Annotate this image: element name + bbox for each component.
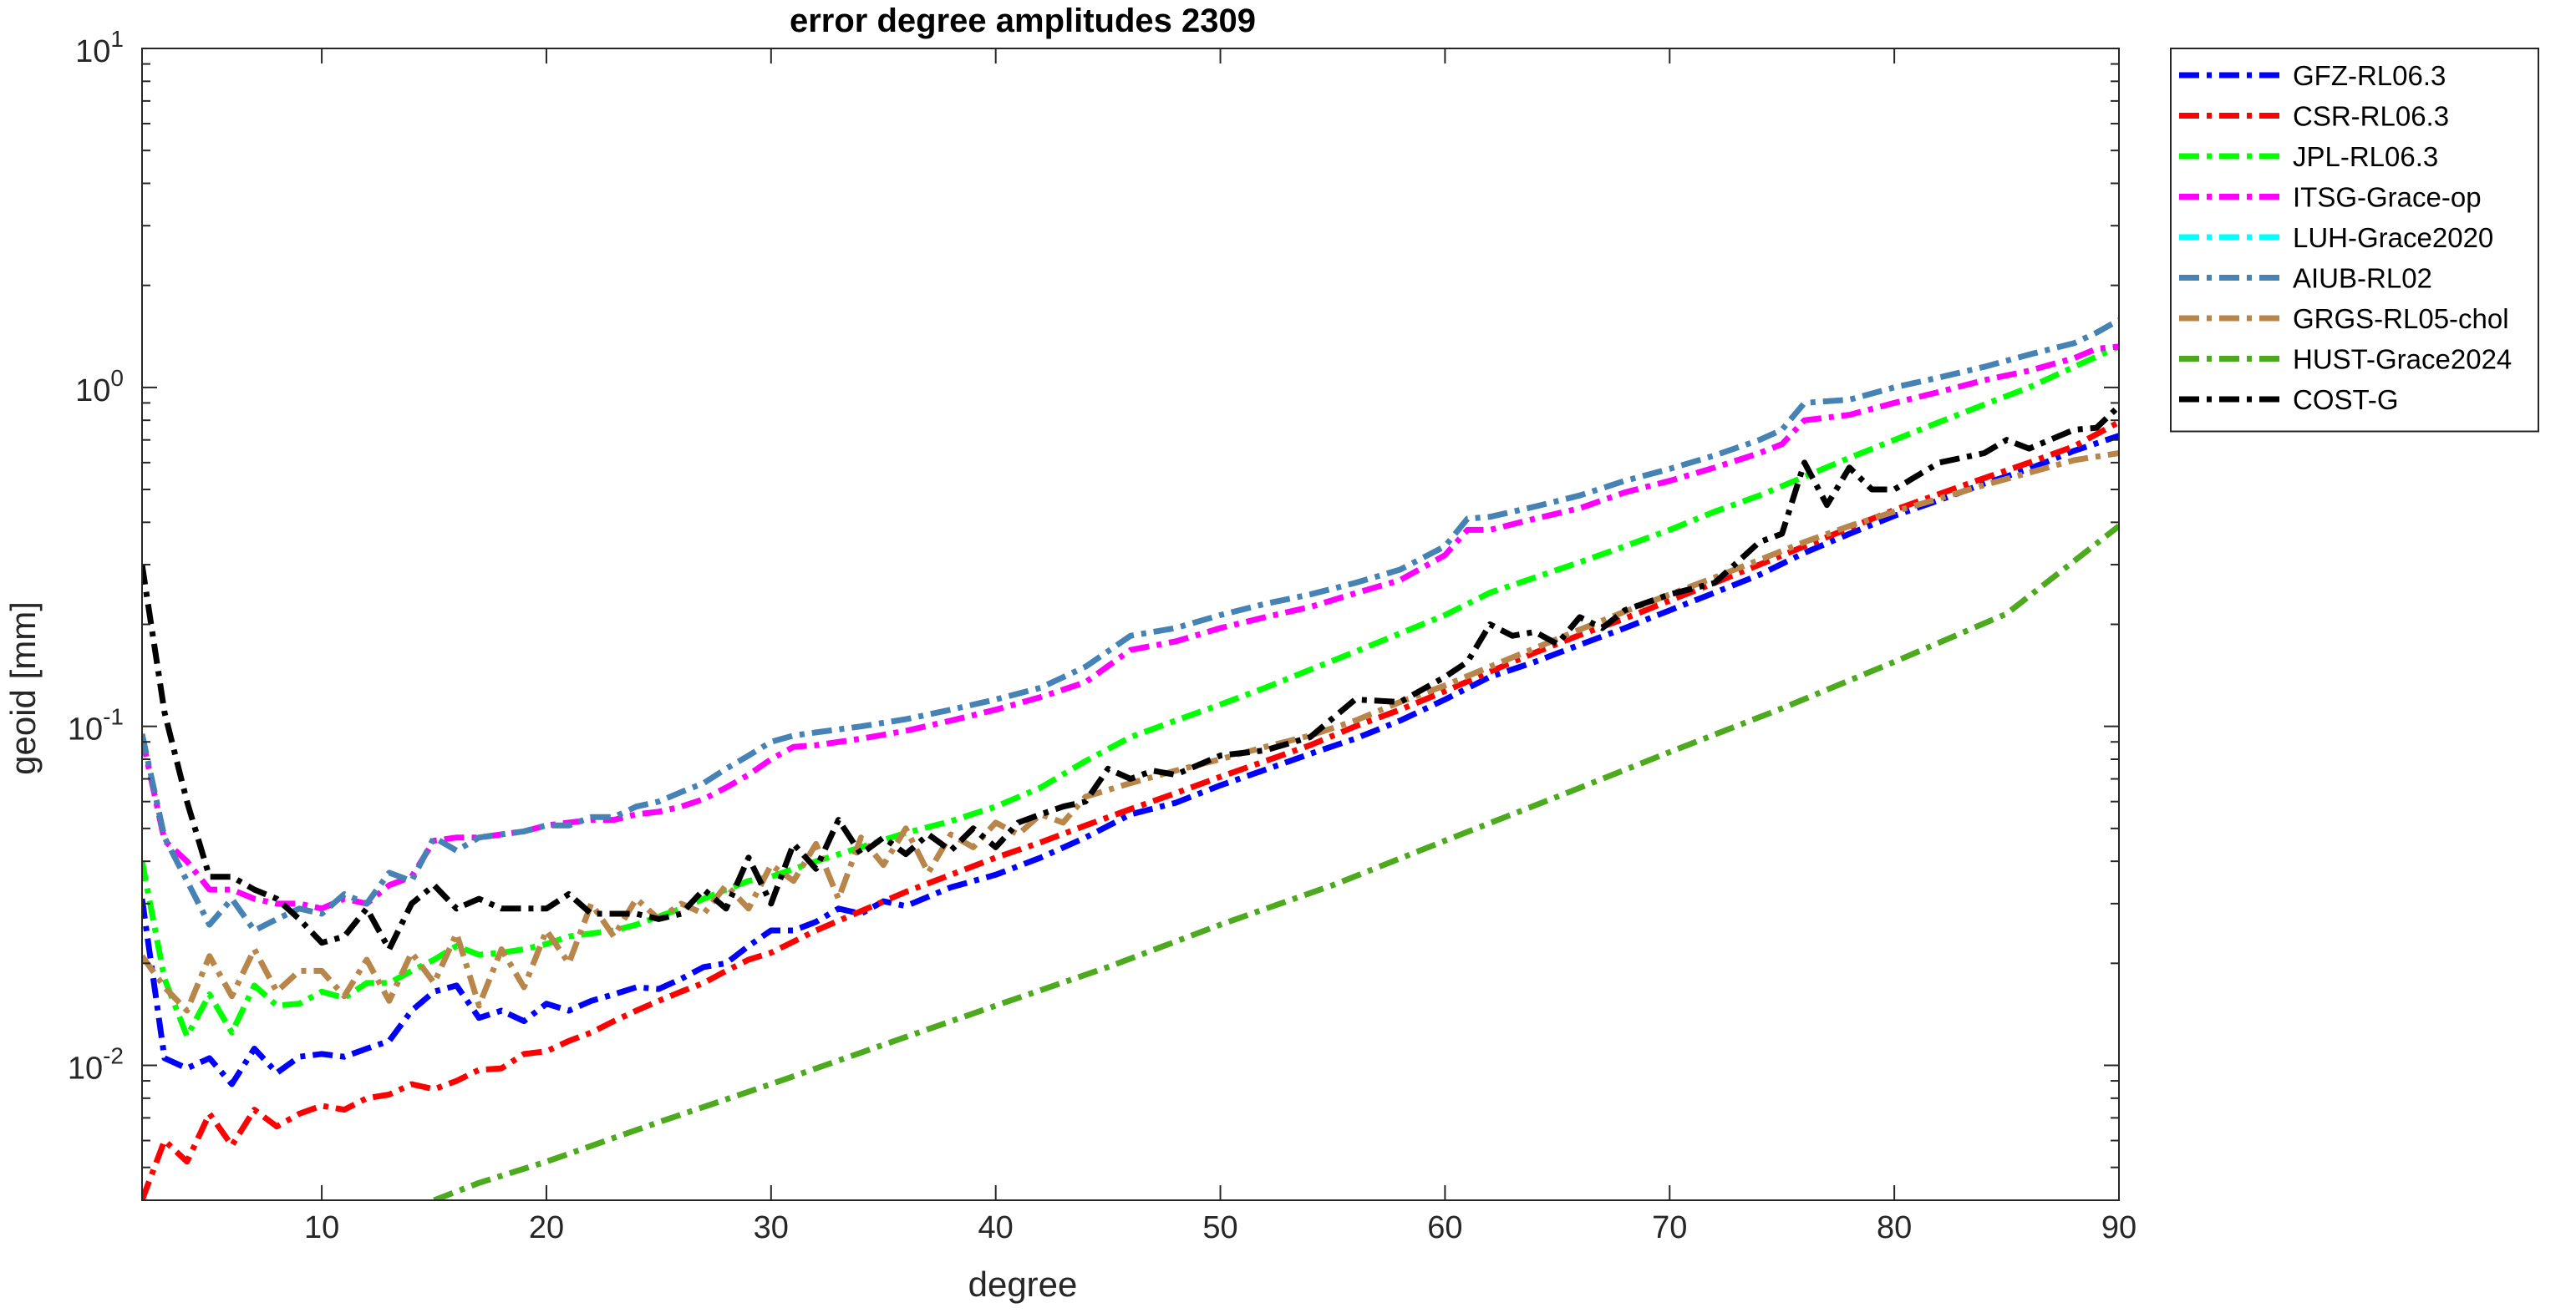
legend-label: AIUB-RL02 xyxy=(2293,263,2432,294)
y-tick-label: 10-1 xyxy=(68,704,124,748)
legend: GFZ-RL06.3 CSR-RL06.3 JPL-RL06.3 ITSG-Grace… xyxy=(2170,48,2539,433)
series-line-aiub-rl02 xyxy=(142,317,2119,934)
y-tick-label: 100 xyxy=(75,365,124,408)
x-tick-label: 70 xyxy=(1652,1210,1687,1245)
series-line-cost-g xyxy=(142,403,2119,952)
legend-label: CSR-RL06.3 xyxy=(2293,101,2449,132)
series-line-hust-grace2024 xyxy=(433,524,2119,1200)
y-axis-title: geoid [mm] xyxy=(3,601,43,775)
x-tick-label: 40 xyxy=(978,1210,1014,1245)
x-tick-label: 30 xyxy=(754,1210,789,1245)
legend-label: LUH-Grace2020 xyxy=(2293,222,2493,253)
series-line-itsg-grace-op xyxy=(142,343,2119,912)
legend-label: HUST-Grace2024 xyxy=(2293,344,2512,375)
series-line-gfz-rl06-3 xyxy=(142,433,2119,1087)
legend-label: ITSG-Grace-op xyxy=(2293,182,2482,213)
x-tick-label: 20 xyxy=(529,1210,564,1245)
x-tick-label: 50 xyxy=(1202,1210,1237,1245)
series-line-csr-rl06-3 xyxy=(142,419,2119,1200)
axes-group: 10 20 30 40 50 60 70 80 90 101 100 10-1 10-2 xyxy=(68,26,2137,1245)
x-axis-title: degree xyxy=(968,1265,1078,1304)
series-line-jpl-rl06-3 xyxy=(142,343,2119,1039)
plot-box xyxy=(141,48,2120,1201)
series-line-grgs-rl05-chol xyxy=(142,450,2119,1014)
plot-series-group xyxy=(142,317,2119,1200)
x-tick-label: 10 xyxy=(304,1210,339,1245)
legend-label: JPL-RL06.3 xyxy=(2293,141,2438,172)
legend-label: COST-G xyxy=(2293,384,2399,415)
x-tick-label: 60 xyxy=(1427,1210,1462,1245)
y-tick-label: 10-2 xyxy=(68,1043,124,1087)
chart-title: error degree amplitudes 2309 xyxy=(790,3,1256,39)
x-tick-label: 90 xyxy=(2101,1210,2137,1245)
y-tick-label: 101 xyxy=(75,26,124,69)
x-tick-label: 80 xyxy=(1877,1210,1912,1245)
legend-label: GFZ-RL06.3 xyxy=(2293,60,2446,91)
legend-label: GRGS-RL05-chol xyxy=(2293,303,2509,334)
